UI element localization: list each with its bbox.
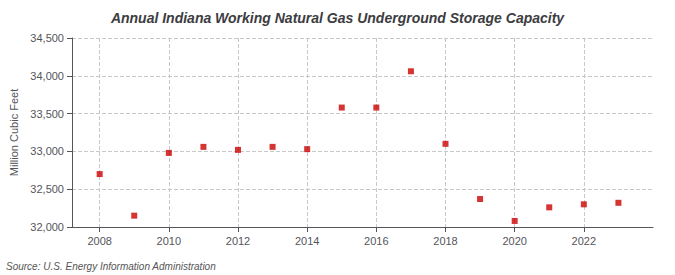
- svg-text:2012: 2012: [226, 235, 250, 247]
- svg-text:32,000: 32,000: [30, 221, 64, 233]
- svg-text:34,000: 34,000: [30, 70, 64, 82]
- svg-text:2008: 2008: [87, 235, 111, 247]
- svg-text:2014: 2014: [295, 235, 319, 247]
- svg-text:Million Cubic Feet: Million Cubic Feet: [8, 89, 20, 176]
- svg-text:34,500: 34,500: [30, 32, 64, 44]
- svg-text:2010: 2010: [157, 235, 181, 247]
- svg-text:2020: 2020: [502, 235, 526, 247]
- svg-text:32,500: 32,500: [30, 183, 64, 195]
- svg-text:2022: 2022: [572, 235, 596, 247]
- svg-text:2018: 2018: [433, 235, 457, 247]
- svg-text:2016: 2016: [364, 235, 388, 247]
- svg-text:Source: U.S. Energy Informatio: Source: U.S. Energy Information Administ…: [6, 261, 216, 272]
- svg-text:33,000: 33,000: [30, 145, 64, 157]
- svg-text:33,500: 33,500: [30, 108, 64, 120]
- svg-text:Annual Indiana Working Natural: Annual Indiana Working Natural Gas Under…: [110, 10, 565, 26]
